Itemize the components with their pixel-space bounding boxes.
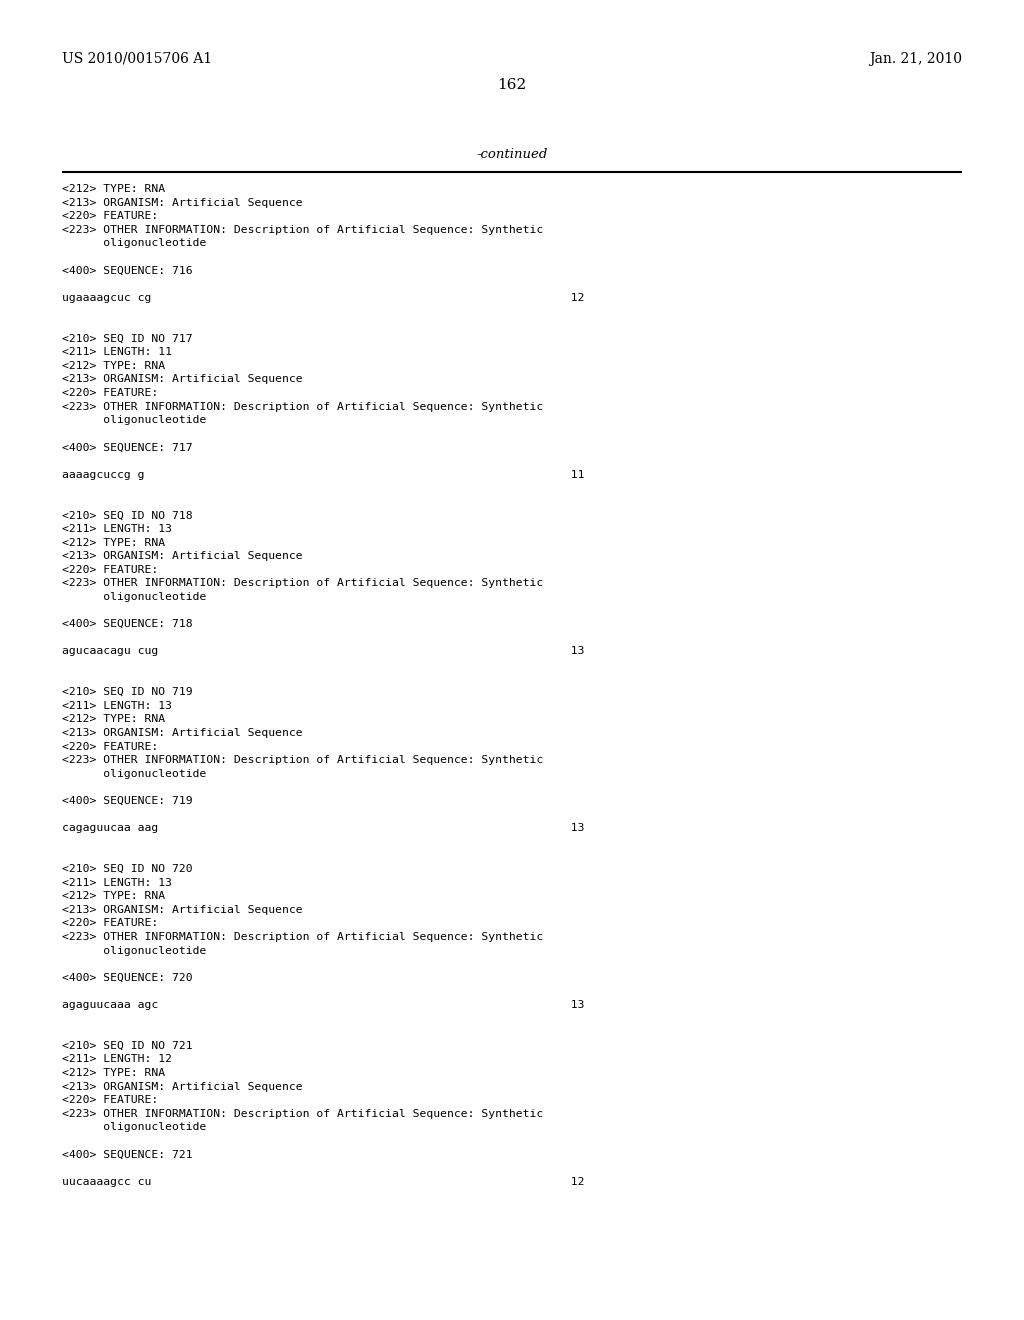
Text: oligonucleotide: oligonucleotide [62,768,207,779]
Text: <211> LENGTH: 11: <211> LENGTH: 11 [62,347,172,358]
Text: <212> TYPE: RNA: <212> TYPE: RNA [62,891,165,902]
Text: <210> SEQ ID NO 718: <210> SEQ ID NO 718 [62,511,193,520]
Text: <210> SEQ ID NO 719: <210> SEQ ID NO 719 [62,688,193,697]
Text: oligonucleotide: oligonucleotide [62,1122,207,1133]
Text: 162: 162 [498,78,526,92]
Text: <223> OTHER INFORMATION: Description of Artificial Sequence: Synthetic: <223> OTHER INFORMATION: Description of … [62,578,544,589]
Text: <210> SEQ ID NO 717: <210> SEQ ID NO 717 [62,334,193,343]
Text: <212> TYPE: RNA: <212> TYPE: RNA [62,537,165,548]
Text: <220> FEATURE:: <220> FEATURE: [62,211,159,222]
Text: ugaaaagcuc cg                                                             12: ugaaaagcuc cg 12 [62,293,585,302]
Text: <210> SEQ ID NO 721: <210> SEQ ID NO 721 [62,1040,193,1051]
Text: <223> OTHER INFORMATION: Description of Artificial Sequence: Synthetic: <223> OTHER INFORMATION: Description of … [62,1109,544,1119]
Text: <223> OTHER INFORMATION: Description of Artificial Sequence: Synthetic: <223> OTHER INFORMATION: Description of … [62,224,544,235]
Text: <400> SEQUENCE: 721: <400> SEQUENCE: 721 [62,1150,193,1159]
Text: <213> ORGANISM: Artificial Sequence: <213> ORGANISM: Artificial Sequence [62,904,303,915]
Text: <213> ORGANISM: Artificial Sequence: <213> ORGANISM: Artificial Sequence [62,375,303,384]
Text: <212> TYPE: RNA: <212> TYPE: RNA [62,183,165,194]
Text: <211> LENGTH: 13: <211> LENGTH: 13 [62,524,172,535]
Text: <212> TYPE: RNA: <212> TYPE: RNA [62,714,165,725]
Text: oligonucleotide: oligonucleotide [62,945,207,956]
Text: Jan. 21, 2010: Jan. 21, 2010 [869,51,962,66]
Text: oligonucleotide: oligonucleotide [62,239,207,248]
Text: <213> ORGANISM: Artificial Sequence: <213> ORGANISM: Artificial Sequence [62,1081,303,1092]
Text: <223> OTHER INFORMATION: Description of Artificial Sequence: Synthetic: <223> OTHER INFORMATION: Description of … [62,755,544,766]
Text: <400> SEQUENCE: 716: <400> SEQUENCE: 716 [62,265,193,276]
Text: <220> FEATURE:: <220> FEATURE: [62,565,159,574]
Text: <211> LENGTH: 13: <211> LENGTH: 13 [62,878,172,887]
Text: <400> SEQUENCE: 717: <400> SEQUENCE: 717 [62,442,193,453]
Text: <211> LENGTH: 13: <211> LENGTH: 13 [62,701,172,710]
Text: US 2010/0015706 A1: US 2010/0015706 A1 [62,51,212,66]
Text: <213> ORGANISM: Artificial Sequence: <213> ORGANISM: Artificial Sequence [62,198,303,207]
Text: <211> LENGTH: 12: <211> LENGTH: 12 [62,1055,172,1064]
Text: <223> OTHER INFORMATION: Description of Artificial Sequence: Synthetic: <223> OTHER INFORMATION: Description of … [62,932,544,942]
Text: agaguucaaa agc                                                            13: agaguucaaa agc 13 [62,1001,585,1010]
Text: oligonucleotide: oligonucleotide [62,591,207,602]
Text: <400> SEQUENCE: 718: <400> SEQUENCE: 718 [62,619,193,630]
Text: <220> FEATURE:: <220> FEATURE: [62,919,159,928]
Text: -continued: -continued [476,148,548,161]
Text: cagaguucaa aag                                                            13: cagaguucaa aag 13 [62,824,585,833]
Text: uucaaaagcc cu                                                             12: uucaaaagcc cu 12 [62,1177,585,1187]
Text: <213> ORGANISM: Artificial Sequence: <213> ORGANISM: Artificial Sequence [62,729,303,738]
Text: <223> OTHER INFORMATION: Description of Artificial Sequence: Synthetic: <223> OTHER INFORMATION: Description of … [62,401,544,412]
Text: <212> TYPE: RNA: <212> TYPE: RNA [62,360,165,371]
Text: agucaacagu cug                                                            13: agucaacagu cug 13 [62,647,585,656]
Text: aaaagcuccg g                                                              11: aaaagcuccg g 11 [62,470,585,479]
Text: <212> TYPE: RNA: <212> TYPE: RNA [62,1068,165,1078]
Text: <220> FEATURE:: <220> FEATURE: [62,742,159,751]
Text: <220> FEATURE:: <220> FEATURE: [62,388,159,399]
Text: <220> FEATURE:: <220> FEATURE: [62,1096,159,1105]
Text: oligonucleotide: oligonucleotide [62,416,207,425]
Text: <210> SEQ ID NO 720: <210> SEQ ID NO 720 [62,865,193,874]
Text: <400> SEQUENCE: 720: <400> SEQUENCE: 720 [62,973,193,983]
Text: <213> ORGANISM: Artificial Sequence: <213> ORGANISM: Artificial Sequence [62,552,303,561]
Text: <400> SEQUENCE: 719: <400> SEQUENCE: 719 [62,796,193,807]
